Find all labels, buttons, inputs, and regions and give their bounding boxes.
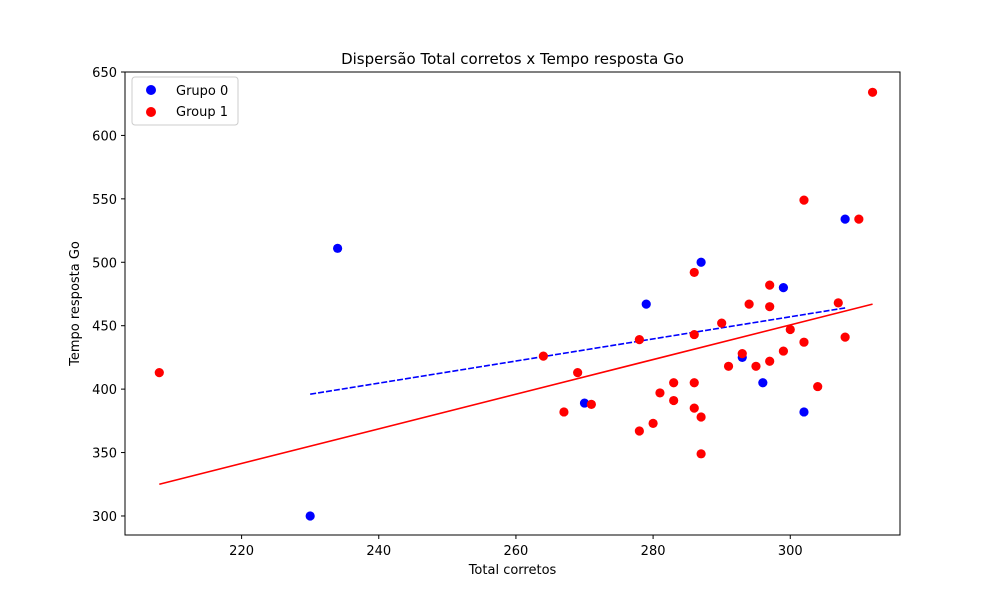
- point-series-0: [778, 283, 789, 293]
- point-series-1: [669, 395, 679, 406]
- point-series-1: [154, 368, 164, 378]
- y-tick-label: 500: [92, 256, 117, 271]
- y-tick-label: 400: [92, 383, 117, 398]
- plot-area: [125, 72, 900, 535]
- point-series-1: [689, 378, 699, 388]
- point-series-1: [723, 361, 734, 371]
- point-series-1: [765, 280, 775, 290]
- point-series-1: [696, 412, 706, 422]
- plot-content: [154, 87, 878, 521]
- point-series-0: [758, 378, 768, 388]
- point-series-1: [833, 298, 843, 308]
- point-series-1: [854, 214, 864, 224]
- y-tick-label: 600: [92, 129, 117, 144]
- point-series-1: [538, 351, 548, 361]
- point-series-1: [813, 381, 823, 392]
- point-series-0: [799, 407, 809, 417]
- point-series-1: [689, 403, 699, 413]
- point-series-1: [785, 324, 795, 335]
- y-axis-label: Tempo resposta Go: [68, 241, 83, 367]
- point-series-1: [655, 388, 665, 398]
- y-tick-label: 300: [92, 510, 117, 525]
- point-series-1: [689, 329, 699, 340]
- legend-label-group-1: Group 1: [176, 105, 228, 120]
- x-axis-label: Total corretos: [468, 563, 557, 578]
- y-tick-label: 450: [92, 320, 117, 335]
- plot-frame: [124, 71, 901, 536]
- y-tick-label: 550: [92, 193, 117, 208]
- point-series-1: [765, 302, 775, 312]
- legend-box: [131, 76, 239, 126]
- x-tick-label: 280: [641, 544, 666, 559]
- point-series-1: [634, 335, 644, 345]
- point-series-1: [778, 346, 789, 356]
- y-tick-label: 650: [92, 66, 117, 81]
- chart-title: Dispersão Total corretos x Tempo respost…: [341, 50, 684, 68]
- y-tick-label: 350: [92, 447, 117, 462]
- point-series-1: [799, 195, 809, 205]
- legend-marker-group-1: [146, 107, 156, 117]
- point-series-1: [586, 399, 596, 409]
- x-tick-label: 260: [504, 544, 529, 559]
- point-series-1: [737, 349, 747, 359]
- point-series-1: [717, 318, 727, 328]
- point-series-1: [669, 378, 679, 388]
- point-series-0: [696, 257, 706, 267]
- point-series-1: [799, 337, 809, 347]
- point-series-0: [840, 214, 850, 224]
- x-tick-label: 220: [229, 544, 254, 559]
- point-series-0: [333, 243, 343, 253]
- trendline-series-0: [310, 307, 846, 395]
- legend: Grupo 0 Group 1: [131, 76, 239, 126]
- point-series-1: [867, 87, 878, 97]
- point-series-1: [744, 299, 754, 309]
- point-series-0: [579, 398, 590, 408]
- x-tick-label: 240: [366, 544, 391, 559]
- legend-marker-grupo-0: [146, 85, 156, 95]
- trendline-series-1: [159, 303, 873, 486]
- point-series-1: [559, 407, 569, 417]
- point-series-1: [765, 356, 775, 366]
- axis-ticks: 220 240 260 280 300 300 350 400 450 500 550 600 650: [92, 66, 803, 559]
- point-series-1: [840, 332, 850, 342]
- point-series-0: [305, 511, 315, 521]
- point-series-1: [573, 368, 583, 378]
- legend-label-grupo-0: Grupo 0: [176, 84, 228, 99]
- point-series-0: [641, 299, 651, 309]
- point-series-1: [689, 267, 699, 278]
- point-series-1: [648, 418, 658, 428]
- point-series-1: [696, 449, 706, 459]
- point-series-1: [634, 426, 644, 436]
- x-tick-label: 300: [778, 544, 803, 559]
- point-series-1: [751, 361, 761, 371]
